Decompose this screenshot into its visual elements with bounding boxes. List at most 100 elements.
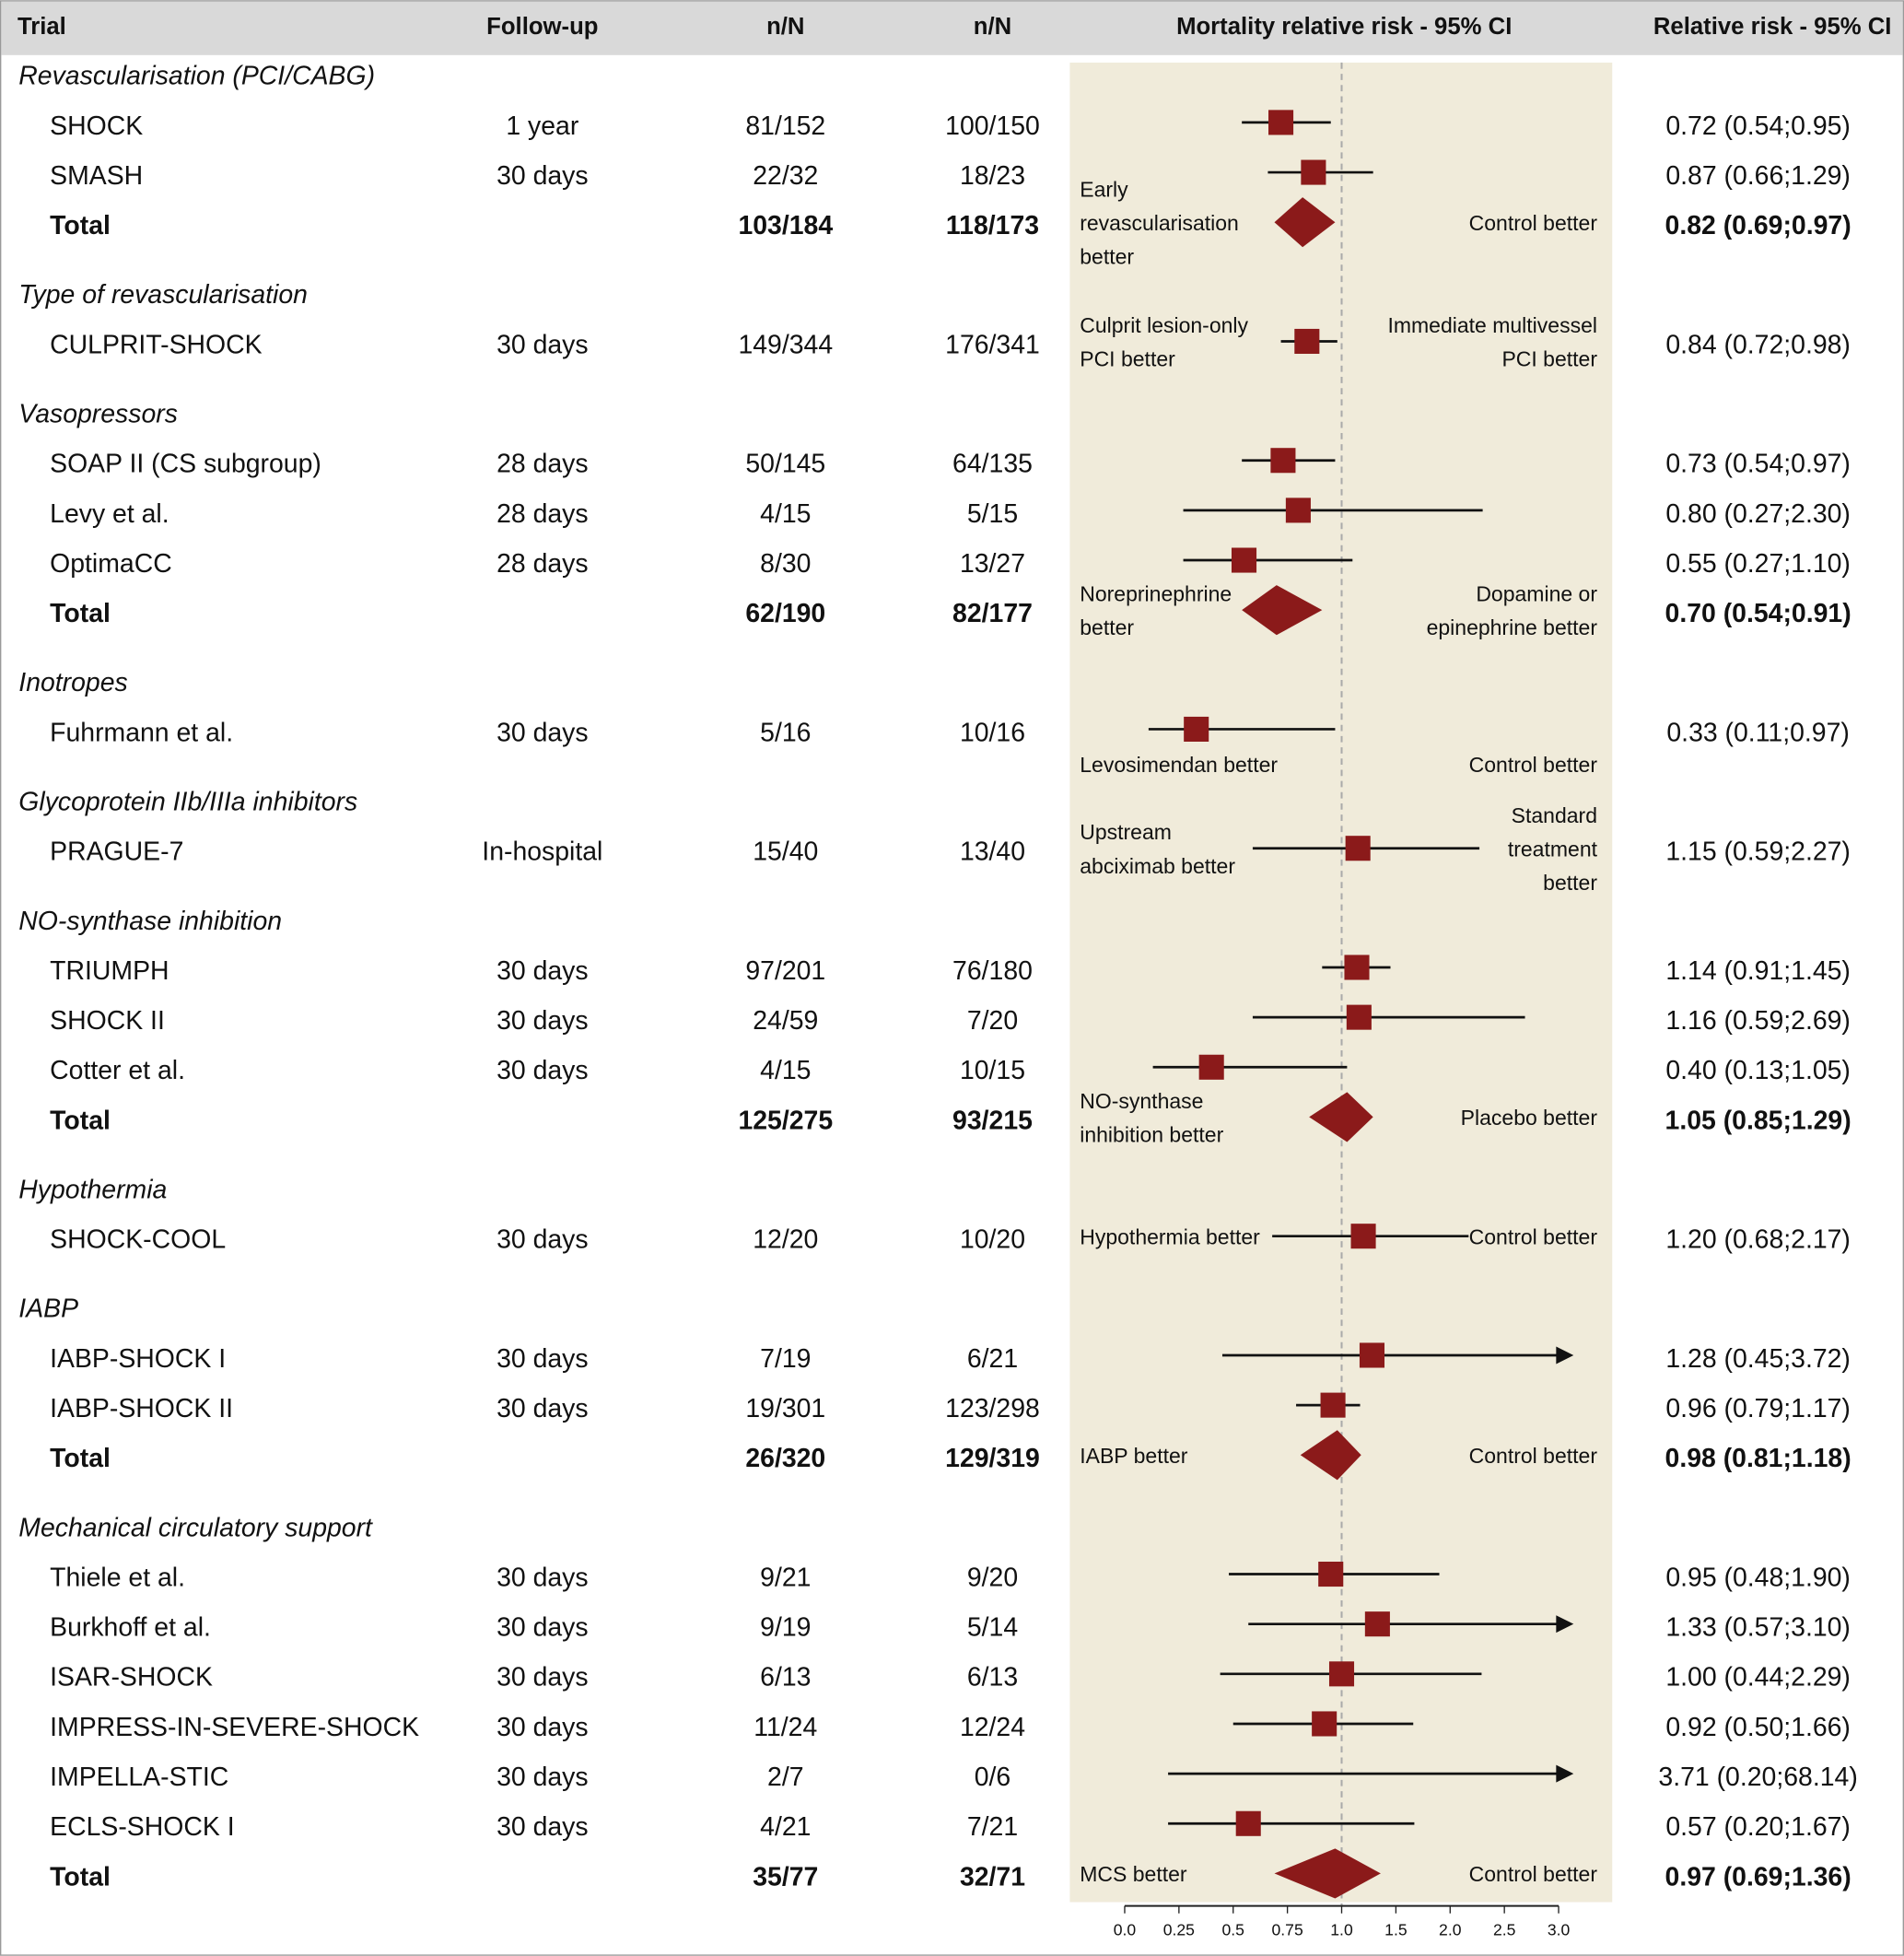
annotation: Control better — [1469, 211, 1598, 235]
trial-name: SHOCK — [50, 111, 143, 141]
x-tick-label: 1.5 — [1384, 1920, 1408, 1938]
n-control: 123/298 — [945, 1394, 1040, 1423]
trial-name: Cotter et al. — [50, 1056, 185, 1085]
point-estimate — [1285, 498, 1311, 523]
annotation: treatment — [1508, 837, 1598, 861]
n-treatment: 8/30 — [760, 549, 811, 579]
relative-risk-label: 3.71 (0.20;68.14) — [1658, 1763, 1857, 1792]
n-control: 64/135 — [952, 450, 1033, 479]
annotation: inhibition better — [1080, 1122, 1223, 1146]
point-estimate — [1294, 328, 1320, 355]
annotation: better — [1080, 615, 1134, 639]
point-estimate — [1345, 836, 1371, 861]
n-control: 9/20 — [967, 1563, 1018, 1592]
follow-up: 30 days — [496, 718, 589, 747]
annotation: Hypothermia better — [1080, 1224, 1260, 1248]
relative-risk-label: 0.57 (0.20;1.67) — [1665, 1812, 1851, 1842]
group-heading: Glycoprotein IIb/IIIa inhibitors — [18, 787, 357, 816]
annotation: MCS better — [1080, 1862, 1187, 1886]
n-control: 32/71 — [960, 1862, 1025, 1892]
n-treatment: 97/201 — [745, 956, 825, 986]
n-treatment: 5/16 — [760, 718, 811, 747]
ci-arrow — [1556, 1764, 1574, 1783]
n-treatment: 4/21 — [760, 1812, 811, 1842]
n-treatment: 81/152 — [745, 111, 825, 141]
summary-diamond — [1242, 585, 1323, 636]
point-estimate — [1312, 1711, 1337, 1737]
n-control: 10/15 — [960, 1056, 1025, 1085]
point-estimate — [1350, 1224, 1376, 1249]
n-treatment: 24/59 — [753, 1006, 818, 1036]
group-heading: Inotropes — [18, 668, 127, 697]
trial-name: IMPRESS-IN-SEVERE-SHOCK — [50, 1713, 419, 1742]
trial-name: TRIUMPH — [50, 956, 169, 986]
n-treatment: 149/344 — [738, 330, 833, 359]
n-treatment: 15/40 — [753, 837, 818, 867]
trial-name: IMPELLA-STIC — [50, 1763, 228, 1792]
n-treatment: 6/13 — [760, 1663, 811, 1692]
trial-name: ISAR-SHOCK — [50, 1663, 213, 1692]
follow-up: 28 days — [496, 499, 589, 529]
relative-risk-label: 0.87 (0.66;1.29) — [1665, 161, 1851, 191]
annotation: IABP better — [1080, 1444, 1188, 1468]
n-control: 10/16 — [960, 718, 1025, 747]
group-heading: Revascularisation (PCI/CABG) — [18, 62, 375, 91]
follow-up: 30 days — [496, 1056, 589, 1085]
n-control: 76/180 — [952, 956, 1033, 986]
ci-arrow — [1556, 1346, 1574, 1365]
x-tick-label: 3.0 — [1548, 1920, 1571, 1938]
n-treatment: 11/24 — [753, 1713, 817, 1742]
trial-name: IABP-SHOCK II — [50, 1394, 233, 1423]
relative-risk-label: 0.98 (0.81;1.18) — [1665, 1444, 1851, 1473]
n-control: 10/20 — [960, 1225, 1025, 1255]
group-heading: Mechanical circulatory support — [18, 1513, 373, 1542]
trial-name: OptimaCC — [50, 549, 172, 579]
column-header: n/N — [766, 14, 804, 40]
trial-name: CULPRIT-SHOCK — [50, 330, 262, 359]
relative-risk-label: 0.92 (0.50;1.66) — [1665, 1713, 1851, 1742]
annotation: Upstream — [1080, 820, 1172, 844]
n-treatment: 62/190 — [745, 599, 825, 628]
relative-risk-label: 1.16 (0.59;2.69) — [1665, 1006, 1851, 1036]
follow-up: 30 days — [496, 1713, 589, 1742]
relative-risk-label: 0.80 (0.27;2.30) — [1665, 499, 1851, 529]
relative-risk-label: 0.95 (0.48;1.90) — [1665, 1563, 1851, 1592]
point-estimate — [1320, 1392, 1346, 1418]
n-control: 100/150 — [945, 111, 1040, 141]
group-heading: Vasopressors — [18, 400, 178, 429]
relative-risk-label: 0.73 (0.54;0.97) — [1665, 450, 1851, 479]
x-tick-label: 0.5 — [1222, 1920, 1245, 1938]
n-control: 5/14 — [967, 1613, 1018, 1643]
trial-name: ECLS-SHOCK I — [50, 1812, 234, 1842]
trial-name: Thiele et al. — [50, 1563, 185, 1592]
x-tick-label: 2.5 — [1493, 1920, 1516, 1938]
relative-risk-label: 1.28 (0.45;3.72) — [1665, 1344, 1851, 1374]
annotation: epinephrine better — [1427, 615, 1598, 639]
trial-name: Total — [50, 599, 111, 628]
follow-up: 30 days — [496, 1394, 589, 1423]
annotation: PCI better — [1501, 347, 1597, 371]
n-treatment: 7/19 — [760, 1344, 811, 1374]
annotation: Noreprinephrine — [1080, 582, 1232, 606]
n-control: 0/6 — [975, 1763, 1011, 1792]
annotation: Immediate multivessel — [1387, 313, 1597, 337]
column-header: Mortality relative risk - 95% CI — [1176, 14, 1512, 40]
n-treatment: 35/77 — [753, 1862, 818, 1892]
trial-name: SHOCK-COOL — [50, 1225, 226, 1255]
annotation: PCI better — [1080, 347, 1175, 371]
relative-risk-label: 0.55 (0.27;1.10) — [1665, 549, 1851, 579]
trial-name: Fuhrmann et al. — [50, 718, 233, 747]
annotation: Levosimendan better — [1080, 753, 1278, 777]
n-control: 93/215 — [952, 1106, 1033, 1135]
n-treatment: 9/19 — [760, 1613, 811, 1643]
relative-risk-label: 0.82 (0.69;0.97) — [1665, 211, 1851, 240]
n-control: 176/341 — [945, 330, 1040, 359]
relative-risk-label: 0.97 (0.69;1.36) — [1665, 1862, 1851, 1892]
point-estimate — [1328, 1661, 1355, 1687]
follow-up: 30 days — [496, 330, 589, 359]
summary-diamond — [1274, 197, 1336, 248]
annotation: Standard — [1512, 803, 1597, 827]
x-tick-label: 0.0 — [1114, 1920, 1137, 1938]
annotation: better — [1543, 871, 1597, 895]
